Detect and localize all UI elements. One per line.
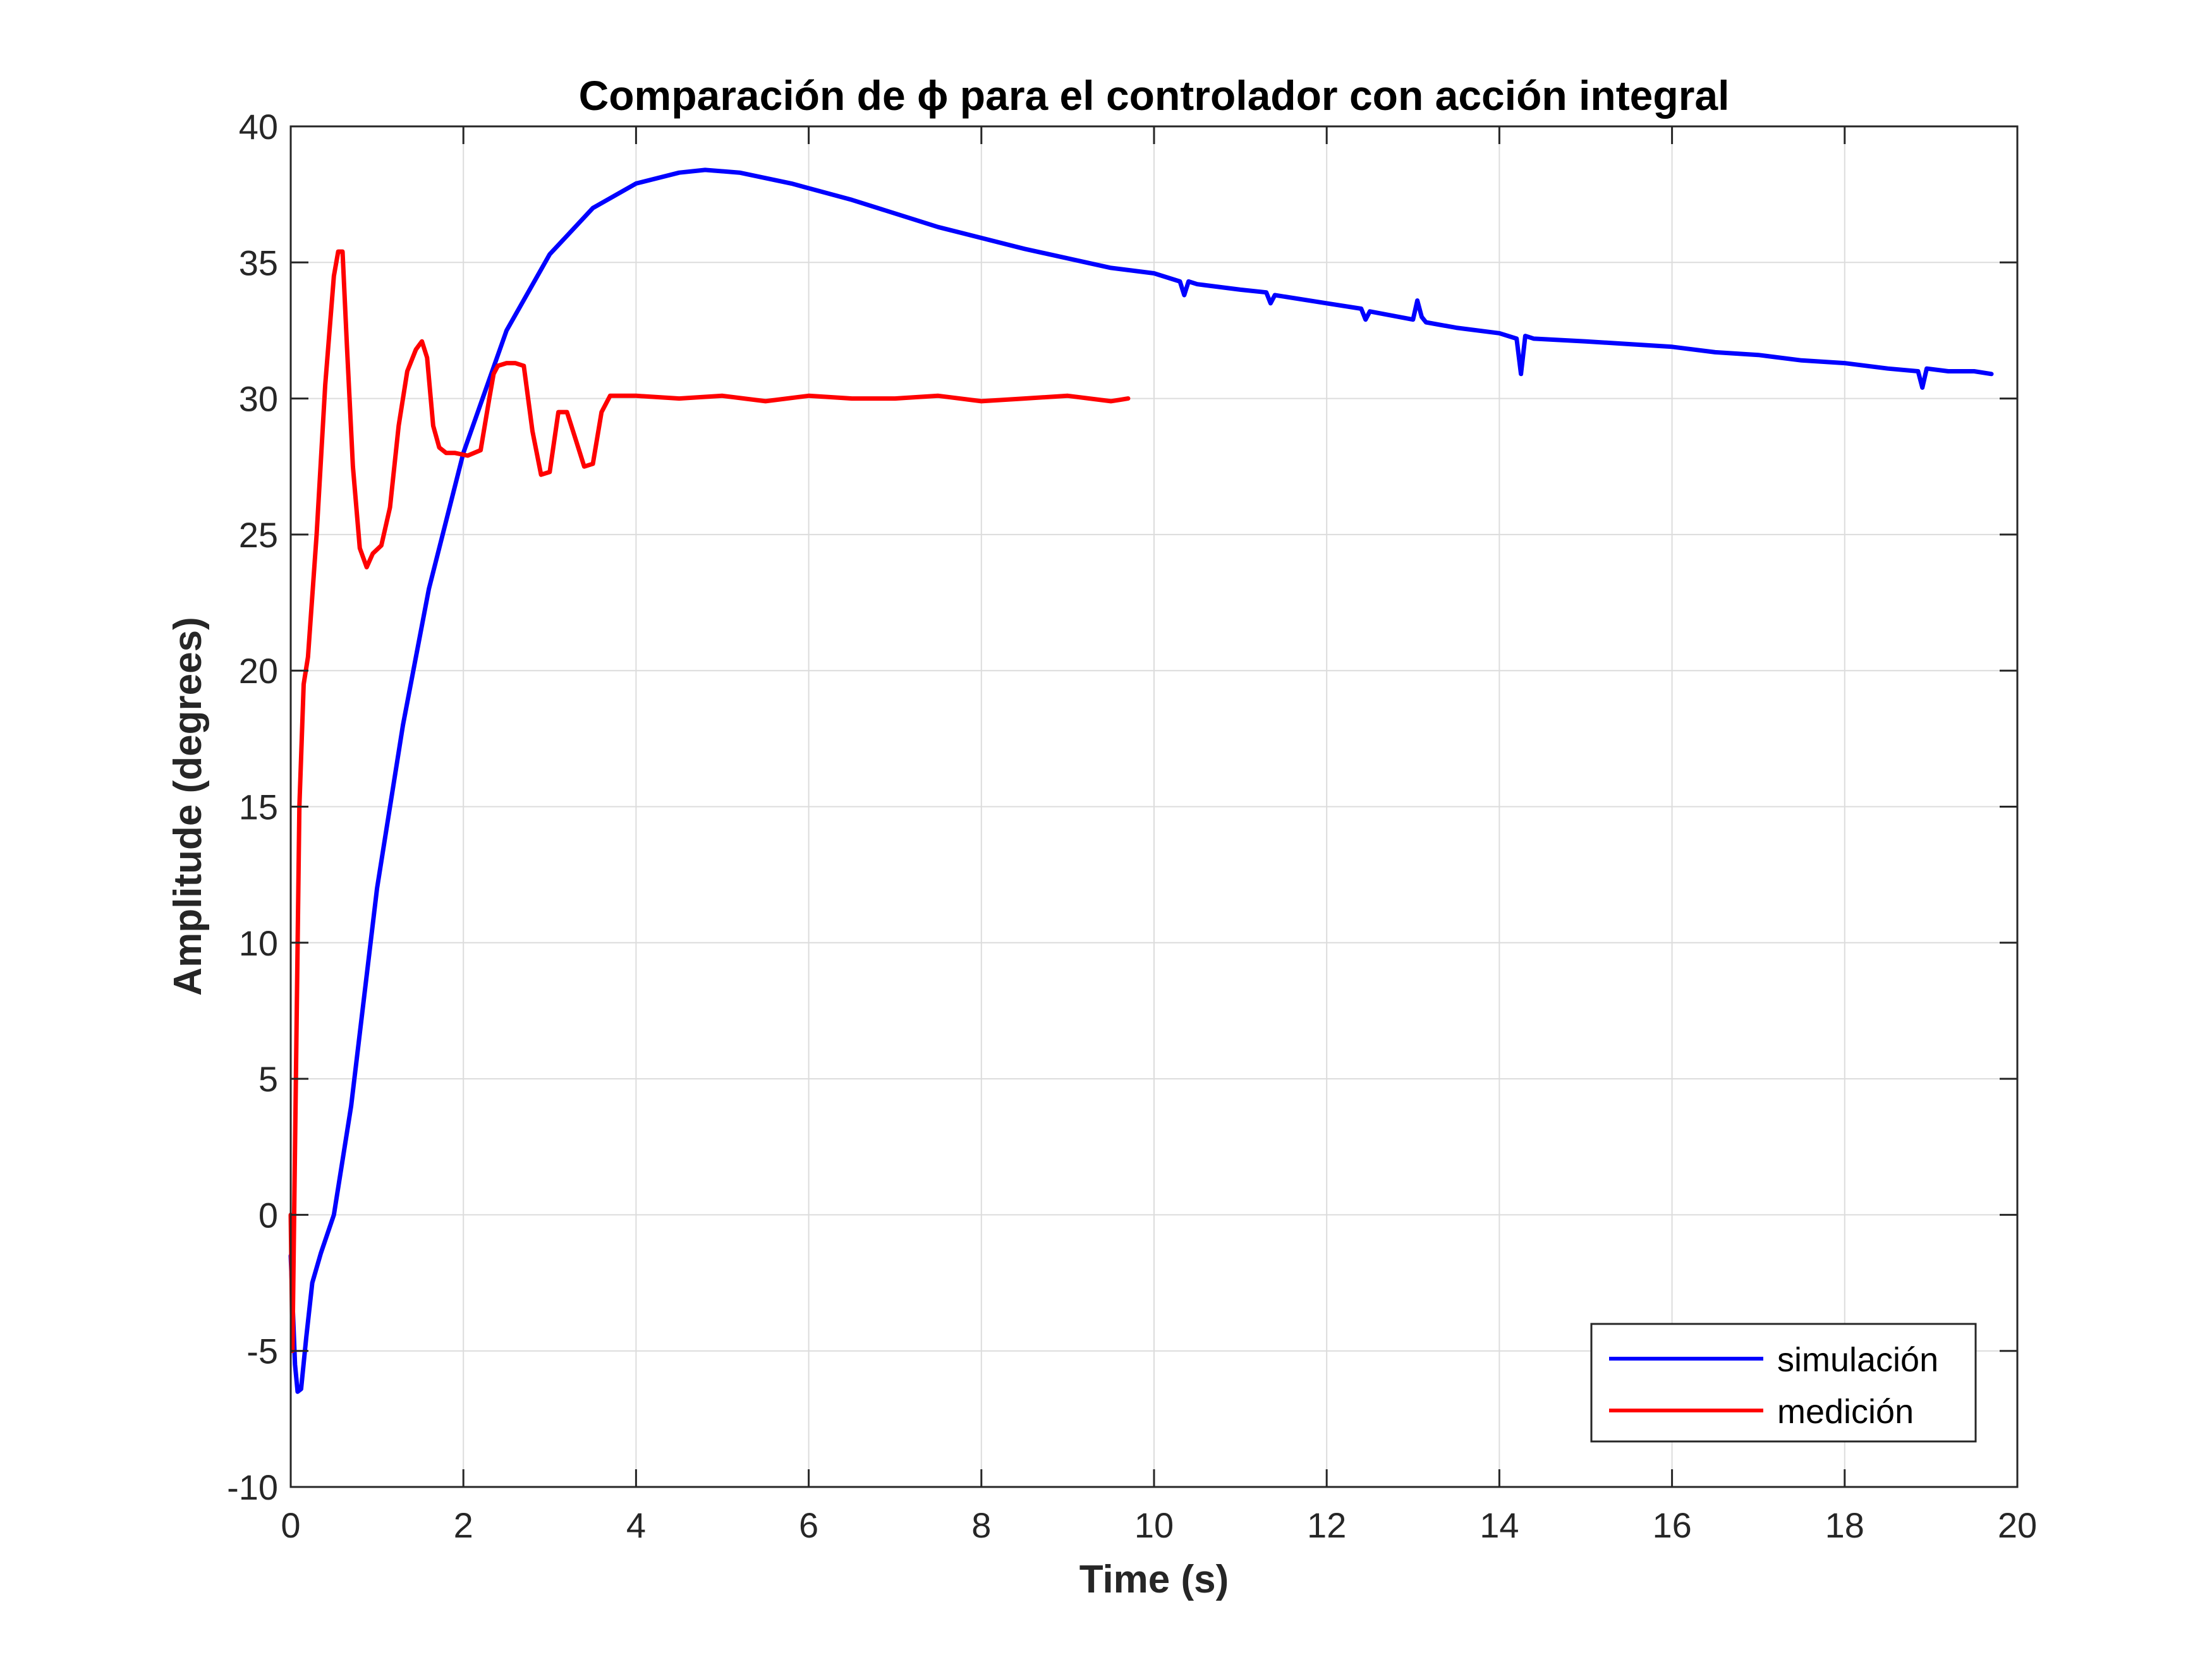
- x-tick-label: 2: [454, 1505, 473, 1545]
- series-line-simulacion: [288, 167, 1994, 1394]
- y-tick-label: 0: [258, 1195, 278, 1235]
- y-tick-label: 30: [239, 379, 278, 419]
- y-tick-label: 10: [239, 923, 278, 963]
- x-tick-label: 20: [1998, 1505, 2037, 1545]
- x-tick-label: 12: [1307, 1505, 1346, 1545]
- y-tick-label: -10: [227, 1467, 278, 1507]
- y-tick-label: 15: [239, 787, 278, 827]
- x-tick-label: 4: [626, 1505, 646, 1545]
- y-axis-title: Amplitude (degrees): [166, 617, 210, 995]
- chart-title: Comparación de ϕ para el controlador con…: [579, 72, 1730, 119]
- y-tick-label: 20: [239, 651, 278, 691]
- y-tick-label: 35: [239, 243, 278, 282]
- legend-box: [1590, 1323, 1977, 1443]
- x-tick-label: 0: [281, 1505, 300, 1545]
- x-tick-label: 18: [1825, 1505, 1864, 1545]
- tick-marks: [289, 125, 2019, 1488]
- y-tick-label: -5: [246, 1331, 278, 1371]
- series-layer: [288, 167, 1994, 1394]
- legend: simulación medición: [1590, 1323, 1977, 1443]
- legend-label-medicion: medición: [1777, 1393, 1914, 1431]
- y-tick-label: 40: [239, 107, 278, 147]
- y-tick-labels: 40 35 30 25 20 15 10 5 0 -5 -10: [227, 107, 278, 1507]
- series-line-medicion: [288, 249, 1131, 1354]
- x-tick-label: 14: [1480, 1505, 1519, 1545]
- grid-lines: [291, 126, 2017, 1487]
- x-tick-label: 6: [799, 1505, 818, 1545]
- x-tick-labels: 0 2 4 6 8 10 12 14 16 18 20: [281, 1505, 2037, 1545]
- x-axis-title: Time (s): [1079, 1558, 1229, 1601]
- x-tick-label: 10: [1134, 1505, 1174, 1545]
- legend-label-simulacion: simulación: [1777, 1341, 1938, 1379]
- x-tick-label: 16: [1652, 1505, 1691, 1545]
- y-tick-label: 25: [239, 515, 278, 555]
- x-tick-label: 8: [971, 1505, 991, 1545]
- y-tick-label: 5: [258, 1059, 278, 1099]
